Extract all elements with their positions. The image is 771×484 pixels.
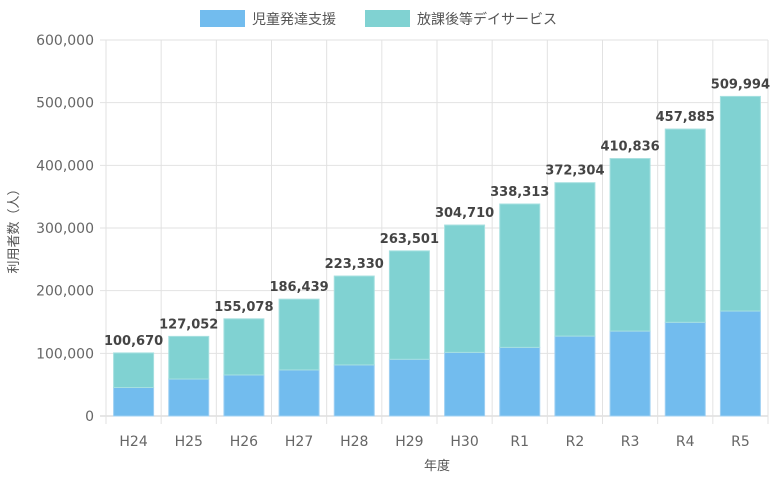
bar-segment-houkago (664, 128, 706, 323)
legend-swatch-houkago (365, 10, 410, 27)
bar-segment-jido (554, 335, 596, 417)
bar-segment-jido (223, 374, 265, 417)
y-tick-label: 500,000 (36, 96, 94, 112)
bar-segment-jido (278, 369, 320, 417)
bar-segment-jido (664, 321, 706, 417)
total-data-label: 186,439 (269, 280, 328, 295)
bar-segment-houkago (168, 335, 210, 380)
bar-segment-jido (333, 364, 375, 417)
legend-item-jido[interactable]: 児童発達支援 (200, 10, 336, 28)
total-data-label: 338,313 (490, 185, 549, 200)
legend-label-jido: 児童発達支援 (252, 11, 336, 28)
x-tick-label: R2 (566, 434, 585, 450)
total-data-label: 410,836 (600, 140, 659, 155)
bar-segment-houkago (388, 250, 430, 360)
bar-segment-houkago (609, 158, 651, 332)
y-axis-label: 利用者数（人） (7, 182, 22, 273)
y-tick-label: 600,000 (36, 33, 94, 49)
legend-swatch-jido (200, 10, 245, 27)
bar-segment-jido (168, 378, 210, 417)
total-data-label: 100,670 (104, 334, 163, 349)
total-data-label: 223,330 (325, 257, 384, 272)
axes: 0 100,000 200,000 300,000 400,000 500,000 600,… (36, 33, 750, 450)
total-data-label: 457,885 (656, 110, 715, 125)
bar-segment-houkago (444, 224, 486, 353)
total-data-label: 155,078 (214, 300, 273, 315)
bar-segment-houkago (223, 318, 265, 376)
y-tick-label: 0 (85, 409, 94, 425)
x-tick-label: R5 (731, 434, 750, 450)
bars: 100,670 127,052 155,078 186,439 223,330 263,5… (104, 77, 770, 417)
bar-segment-houkago (333, 275, 375, 366)
bar-segment-houkago (554, 182, 596, 337)
x-tick-label: H27 (285, 434, 313, 450)
x-tick-label: H28 (340, 434, 368, 450)
total-data-label: 263,501 (380, 232, 439, 247)
legend: 児童発達支援 放課後等デイサービス (200, 10, 557, 28)
total-data-label: 304,710 (435, 206, 494, 221)
x-tick-label: R4 (676, 434, 695, 450)
total-data-label: 509,994 (711, 77, 770, 92)
x-tick-label: H25 (175, 434, 203, 450)
bar-segment-jido (719, 310, 761, 417)
x-tick-label: R1 (510, 434, 529, 450)
bar-segment-jido (444, 351, 486, 417)
total-data-label: 127,052 (159, 317, 218, 332)
x-tick-label: H26 (230, 434, 258, 450)
bar-segment-houkago (499, 203, 541, 348)
bar-segment-jido (499, 346, 541, 417)
grid (100, 39, 769, 424)
legend-label-houkago: 放課後等デイサービス (417, 11, 557, 28)
bar-segment-jido (113, 386, 155, 417)
total-data-label: 372,304 (545, 164, 604, 179)
y-tick-label: 200,000 (36, 284, 94, 300)
x-tick-label: H24 (119, 434, 147, 450)
x-axis-label: 年度 (424, 458, 450, 474)
y-tick-label: 100,000 (36, 346, 94, 362)
bar-segment-jido (609, 330, 651, 417)
x-tick-label: H30 (450, 434, 478, 450)
bar-segment-houkago (113, 352, 155, 388)
y-tick-label: 300,000 (36, 221, 94, 237)
bar-segment-jido (388, 358, 430, 417)
x-tick-label: H29 (395, 434, 423, 450)
legend-item-houkago[interactable]: 放課後等デイサービス (365, 10, 557, 28)
bar-segment-houkago (278, 298, 320, 371)
bar-segment-houkago (719, 95, 761, 312)
y-tick-label: 400,000 (36, 158, 94, 174)
x-tick-label: R3 (621, 434, 640, 450)
